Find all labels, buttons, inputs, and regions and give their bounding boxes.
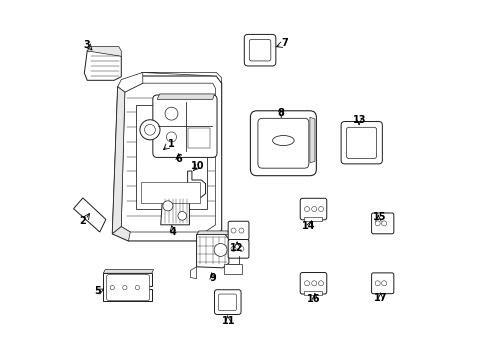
FancyBboxPatch shape (300, 273, 327, 294)
Polygon shape (157, 94, 215, 99)
Bar (304, 291, 322, 296)
FancyBboxPatch shape (341, 122, 382, 164)
Polygon shape (161, 198, 190, 225)
Circle shape (382, 281, 387, 286)
Text: 10: 10 (191, 161, 204, 171)
Circle shape (110, 285, 115, 290)
FancyBboxPatch shape (228, 221, 249, 240)
Polygon shape (141, 72, 221, 83)
FancyBboxPatch shape (245, 35, 276, 66)
Circle shape (167, 132, 176, 142)
Text: 2: 2 (79, 216, 86, 226)
Text: 12: 12 (230, 243, 244, 253)
Polygon shape (196, 231, 229, 234)
Circle shape (375, 281, 380, 286)
Circle shape (122, 285, 127, 290)
Circle shape (318, 281, 323, 286)
Text: 9: 9 (209, 273, 216, 283)
Circle shape (145, 125, 155, 135)
Text: 15: 15 (373, 212, 386, 221)
FancyBboxPatch shape (228, 239, 249, 258)
Bar (224, 264, 242, 274)
Polygon shape (191, 267, 196, 279)
FancyBboxPatch shape (258, 118, 309, 168)
Polygon shape (122, 83, 216, 232)
Circle shape (375, 221, 380, 226)
FancyBboxPatch shape (371, 213, 394, 234)
Text: 7: 7 (282, 38, 289, 48)
Text: 16: 16 (307, 294, 320, 304)
Polygon shape (118, 72, 143, 92)
Circle shape (318, 207, 323, 212)
FancyBboxPatch shape (219, 294, 236, 311)
Polygon shape (112, 76, 221, 241)
Circle shape (304, 207, 310, 212)
Circle shape (312, 207, 317, 212)
Circle shape (178, 212, 187, 220)
Text: 5: 5 (95, 286, 101, 296)
Circle shape (165, 107, 178, 120)
Circle shape (140, 120, 160, 140)
Circle shape (382, 221, 387, 226)
FancyBboxPatch shape (249, 40, 271, 61)
Circle shape (163, 201, 173, 211)
Circle shape (312, 281, 317, 286)
Polygon shape (112, 226, 130, 241)
Polygon shape (310, 117, 315, 163)
Circle shape (231, 228, 236, 233)
FancyBboxPatch shape (153, 95, 217, 157)
Text: 11: 11 (222, 316, 236, 325)
FancyBboxPatch shape (346, 127, 377, 158)
Text: 6: 6 (175, 154, 182, 164)
Circle shape (239, 228, 244, 233)
Polygon shape (163, 193, 191, 198)
Text: 17: 17 (374, 293, 387, 303)
Polygon shape (112, 87, 125, 234)
Circle shape (214, 243, 227, 256)
FancyBboxPatch shape (215, 290, 241, 315)
Bar (188, 128, 210, 148)
Bar (304, 217, 322, 221)
Text: 13: 13 (353, 115, 367, 125)
Text: 3: 3 (83, 40, 90, 50)
Text: 4: 4 (170, 227, 177, 237)
Circle shape (239, 246, 244, 251)
Polygon shape (74, 198, 106, 232)
Polygon shape (103, 273, 152, 301)
Circle shape (135, 285, 140, 290)
Polygon shape (196, 234, 229, 268)
Bar (141, 182, 200, 203)
Text: 8: 8 (278, 108, 285, 118)
Text: 14: 14 (302, 221, 316, 231)
FancyBboxPatch shape (107, 275, 149, 301)
Polygon shape (103, 270, 153, 273)
FancyBboxPatch shape (250, 111, 317, 176)
FancyBboxPatch shape (371, 273, 394, 294)
FancyBboxPatch shape (300, 198, 327, 220)
Polygon shape (84, 51, 122, 80)
Polygon shape (188, 171, 205, 197)
Polygon shape (136, 105, 207, 209)
Circle shape (304, 281, 310, 286)
Text: 1: 1 (168, 139, 175, 149)
Polygon shape (87, 46, 122, 56)
Circle shape (231, 246, 236, 251)
